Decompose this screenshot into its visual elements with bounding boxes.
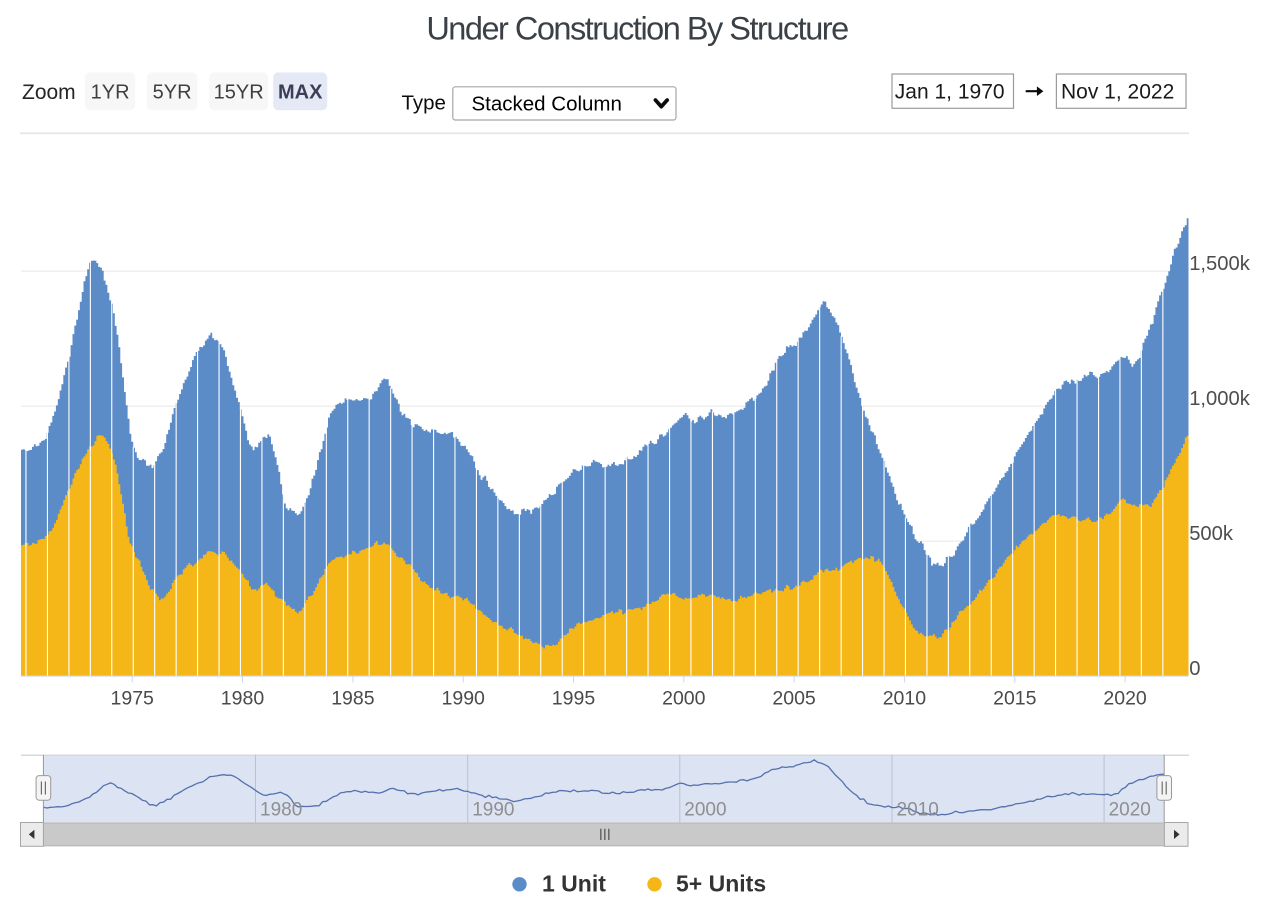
svg-text:15YR: 15YR	[214, 82, 264, 104]
svg-text:Zoom: Zoom	[22, 81, 76, 104]
svg-text:1,500k: 1,500k	[1189, 253, 1251, 275]
svg-text:0: 0	[1189, 658, 1200, 680]
svg-text:2010: 2010	[883, 688, 927, 710]
svg-text:Type: Type	[402, 92, 446, 115]
svg-text:5+ Units: 5+ Units	[676, 871, 766, 897]
svg-text:1975: 1975	[111, 688, 155, 710]
svg-text:2005: 2005	[772, 688, 816, 710]
svg-text:1985: 1985	[331, 688, 375, 710]
svg-text:Jan 1, 1970: Jan 1, 1970	[895, 81, 1005, 104]
svg-text:500k: 500k	[1189, 523, 1234, 545]
svg-text:2020: 2020	[1103, 688, 1147, 710]
svg-text:2020: 2020	[1109, 800, 1151, 821]
svg-text:Stacked Column: Stacked Column	[472, 93, 622, 116]
svg-text:2000: 2000	[662, 688, 706, 710]
svg-text:Nov 1, 2022: Nov 1, 2022	[1061, 81, 1174, 104]
svg-text:1995: 1995	[552, 688, 596, 710]
svg-text:2010: 2010	[897, 800, 939, 821]
svg-text:1,000k: 1,000k	[1189, 388, 1251, 410]
svg-text:1990: 1990	[442, 688, 486, 710]
svg-text:1980: 1980	[260, 800, 302, 821]
svg-text:2000: 2000	[684, 800, 726, 821]
svg-text:2015: 2015	[993, 688, 1037, 710]
svg-text:5YR: 5YR	[153, 82, 192, 104]
svg-text:1 Unit: 1 Unit	[542, 871, 606, 897]
svg-text:1980: 1980	[221, 688, 265, 710]
svg-text:Under Construction By Structur: Under Construction By Structure	[426, 11, 848, 47]
svg-text:MAX: MAX	[278, 82, 323, 104]
svg-text:1YR: 1YR	[91, 82, 130, 104]
svg-text:1990: 1990	[472, 800, 514, 821]
